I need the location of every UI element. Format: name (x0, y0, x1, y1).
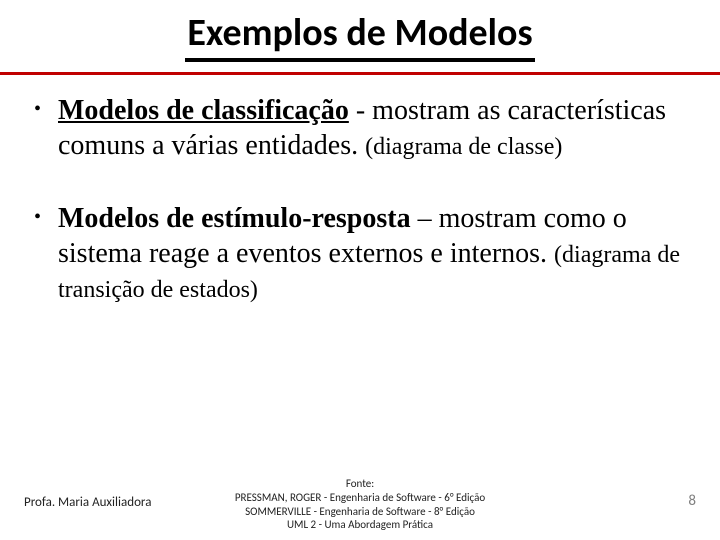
footer: Profa. Maria Auxiliadora Fonte: PRESSMAN… (0, 477, 720, 532)
bullet-item: • Modelos de estímulo-resposta – mostram… (34, 201, 686, 306)
source-line: PRESSMAN, ROGER - Engenharia de Software… (150, 491, 570, 505)
slide-title: Exemplos de Modelos (185, 10, 534, 62)
source-block: Fonte: PRESSMAN, ROGER - Engenharia de S… (150, 477, 570, 532)
professor-name: Profa. Maria Auxiliadora (24, 495, 151, 510)
bullet-item: • Modelos de classificação - mostram as … (34, 93, 686, 163)
bullet-body: Modelos de classificação - mostram as ca… (58, 93, 686, 163)
bullet-paren: (diagrama de classe) (365, 134, 562, 160)
bullet-strong: Modelos de classificação (58, 95, 349, 126)
source-line: UML 2 - Uma Abordagem Prática (150, 518, 570, 532)
source-line: SOMMERVILLE - Engenharia de Software - 8… (150, 505, 570, 519)
bullet-dot-icon: • (34, 201, 58, 306)
content-area: • Modelos de classificação - mostram as … (0, 75, 720, 306)
bullet-dot-icon: • (34, 93, 58, 163)
title-wrap: Exemplos de Modelos (0, 0, 720, 62)
bullet-strong: Modelos de estímulo-resposta (58, 203, 411, 234)
page-number: 8 (688, 492, 696, 510)
source-label: Fonte: (150, 477, 570, 491)
slide: Exemplos de Modelos • Modelos de classif… (0, 0, 720, 540)
bullet-body: Modelos de estímulo-resposta – mostram c… (58, 201, 686, 306)
